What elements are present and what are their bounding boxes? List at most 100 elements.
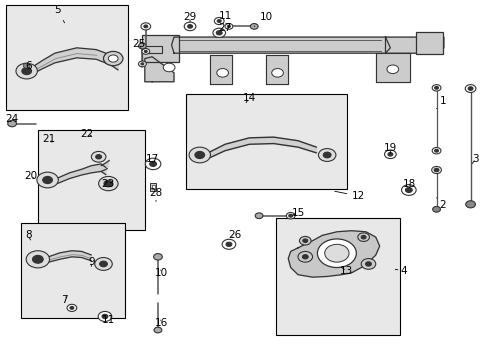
Circle shape — [286, 212, 294, 219]
Polygon shape — [144, 57, 174, 82]
Circle shape — [431, 166, 441, 174]
Circle shape — [365, 262, 371, 266]
Text: 7: 7 — [61, 295, 68, 305]
Polygon shape — [48, 251, 91, 262]
Polygon shape — [57, 164, 106, 184]
Circle shape — [100, 261, 107, 267]
Polygon shape — [266, 55, 287, 84]
Circle shape — [138, 61, 146, 67]
Text: 2: 2 — [436, 198, 445, 210]
Circle shape — [70, 306, 74, 309]
Circle shape — [144, 50, 147, 53]
Circle shape — [227, 25, 230, 27]
Circle shape — [154, 327, 162, 333]
Circle shape — [361, 258, 375, 269]
Circle shape — [433, 168, 438, 172]
Text: 22: 22 — [80, 129, 93, 139]
Text: 28: 28 — [149, 188, 163, 202]
Bar — [151, 185, 154, 189]
Text: 20: 20 — [24, 171, 37, 181]
Circle shape — [434, 86, 438, 89]
Text: 27: 27 — [218, 23, 231, 33]
Polygon shape — [144, 46, 162, 53]
Circle shape — [271, 68, 283, 77]
Polygon shape — [375, 53, 409, 82]
Circle shape — [103, 51, 122, 66]
Circle shape — [324, 244, 348, 262]
Circle shape — [91, 152, 106, 162]
Circle shape — [299, 237, 310, 245]
Text: 12: 12 — [334, 191, 365, 201]
Circle shape — [357, 233, 369, 242]
Circle shape — [302, 239, 307, 243]
Circle shape — [99, 176, 118, 191]
Circle shape — [317, 239, 356, 267]
Text: 9: 9 — [88, 257, 95, 267]
Circle shape — [96, 155, 102, 159]
Circle shape — [142, 49, 149, 54]
Text: 13: 13 — [339, 266, 352, 276]
Polygon shape — [34, 48, 118, 73]
Circle shape — [212, 28, 225, 37]
Circle shape — [163, 63, 175, 72]
Text: 21: 21 — [42, 134, 56, 144]
Text: 26: 26 — [228, 230, 241, 240]
Bar — [276, 217, 399, 336]
Circle shape — [387, 153, 392, 156]
Circle shape — [102, 314, 108, 319]
FancyBboxPatch shape — [142, 35, 179, 62]
Circle shape — [8, 120, 17, 127]
Text: 8: 8 — [25, 230, 31, 240]
Circle shape — [195, 152, 204, 158]
Text: 11: 11 — [102, 315, 115, 325]
Circle shape — [288, 214, 292, 217]
Circle shape — [37, 172, 58, 188]
Circle shape — [323, 152, 330, 158]
Bar — [6, 5, 127, 111]
Polygon shape — [287, 231, 379, 277]
Circle shape — [153, 253, 162, 260]
Text: 16: 16 — [155, 318, 168, 328]
Circle shape — [32, 255, 43, 263]
Circle shape — [138, 43, 146, 49]
Circle shape — [217, 19, 221, 22]
Circle shape — [464, 85, 475, 93]
Text: 25: 25 — [132, 39, 145, 49]
Circle shape — [143, 25, 147, 28]
Circle shape — [189, 147, 210, 163]
Circle shape — [141, 23, 150, 30]
Text: 17: 17 — [145, 154, 159, 163]
Circle shape — [431, 148, 440, 154]
Circle shape — [184, 22, 196, 31]
Circle shape — [95, 257, 112, 270]
Circle shape — [222, 239, 235, 249]
Text: 23: 23 — [102, 179, 115, 189]
Text: 3: 3 — [471, 154, 478, 163]
Text: 14: 14 — [242, 93, 255, 103]
Circle shape — [250, 23, 258, 29]
Circle shape — [434, 149, 438, 152]
Text: 18: 18 — [403, 179, 416, 189]
Circle shape — [67, 304, 77, 311]
Circle shape — [145, 158, 161, 170]
Text: 11: 11 — [218, 11, 231, 21]
Circle shape — [384, 150, 395, 158]
Circle shape — [302, 255, 307, 259]
Polygon shape — [210, 55, 232, 84]
Circle shape — [401, 185, 415, 195]
Circle shape — [23, 63, 30, 68]
Text: 10: 10 — [254, 13, 272, 26]
Circle shape — [16, 63, 37, 79]
Circle shape — [297, 251, 312, 262]
Text: 29: 29 — [183, 13, 196, 22]
Text: 24: 24 — [5, 114, 19, 124]
Circle shape — [149, 161, 156, 166]
Circle shape — [361, 235, 366, 239]
Polygon shape — [171, 37, 389, 53]
FancyBboxPatch shape — [415, 32, 442, 54]
Circle shape — [465, 201, 474, 208]
Text: 19: 19 — [383, 143, 396, 153]
Circle shape — [405, 188, 411, 193]
Circle shape — [141, 63, 143, 65]
Circle shape — [104, 180, 113, 187]
